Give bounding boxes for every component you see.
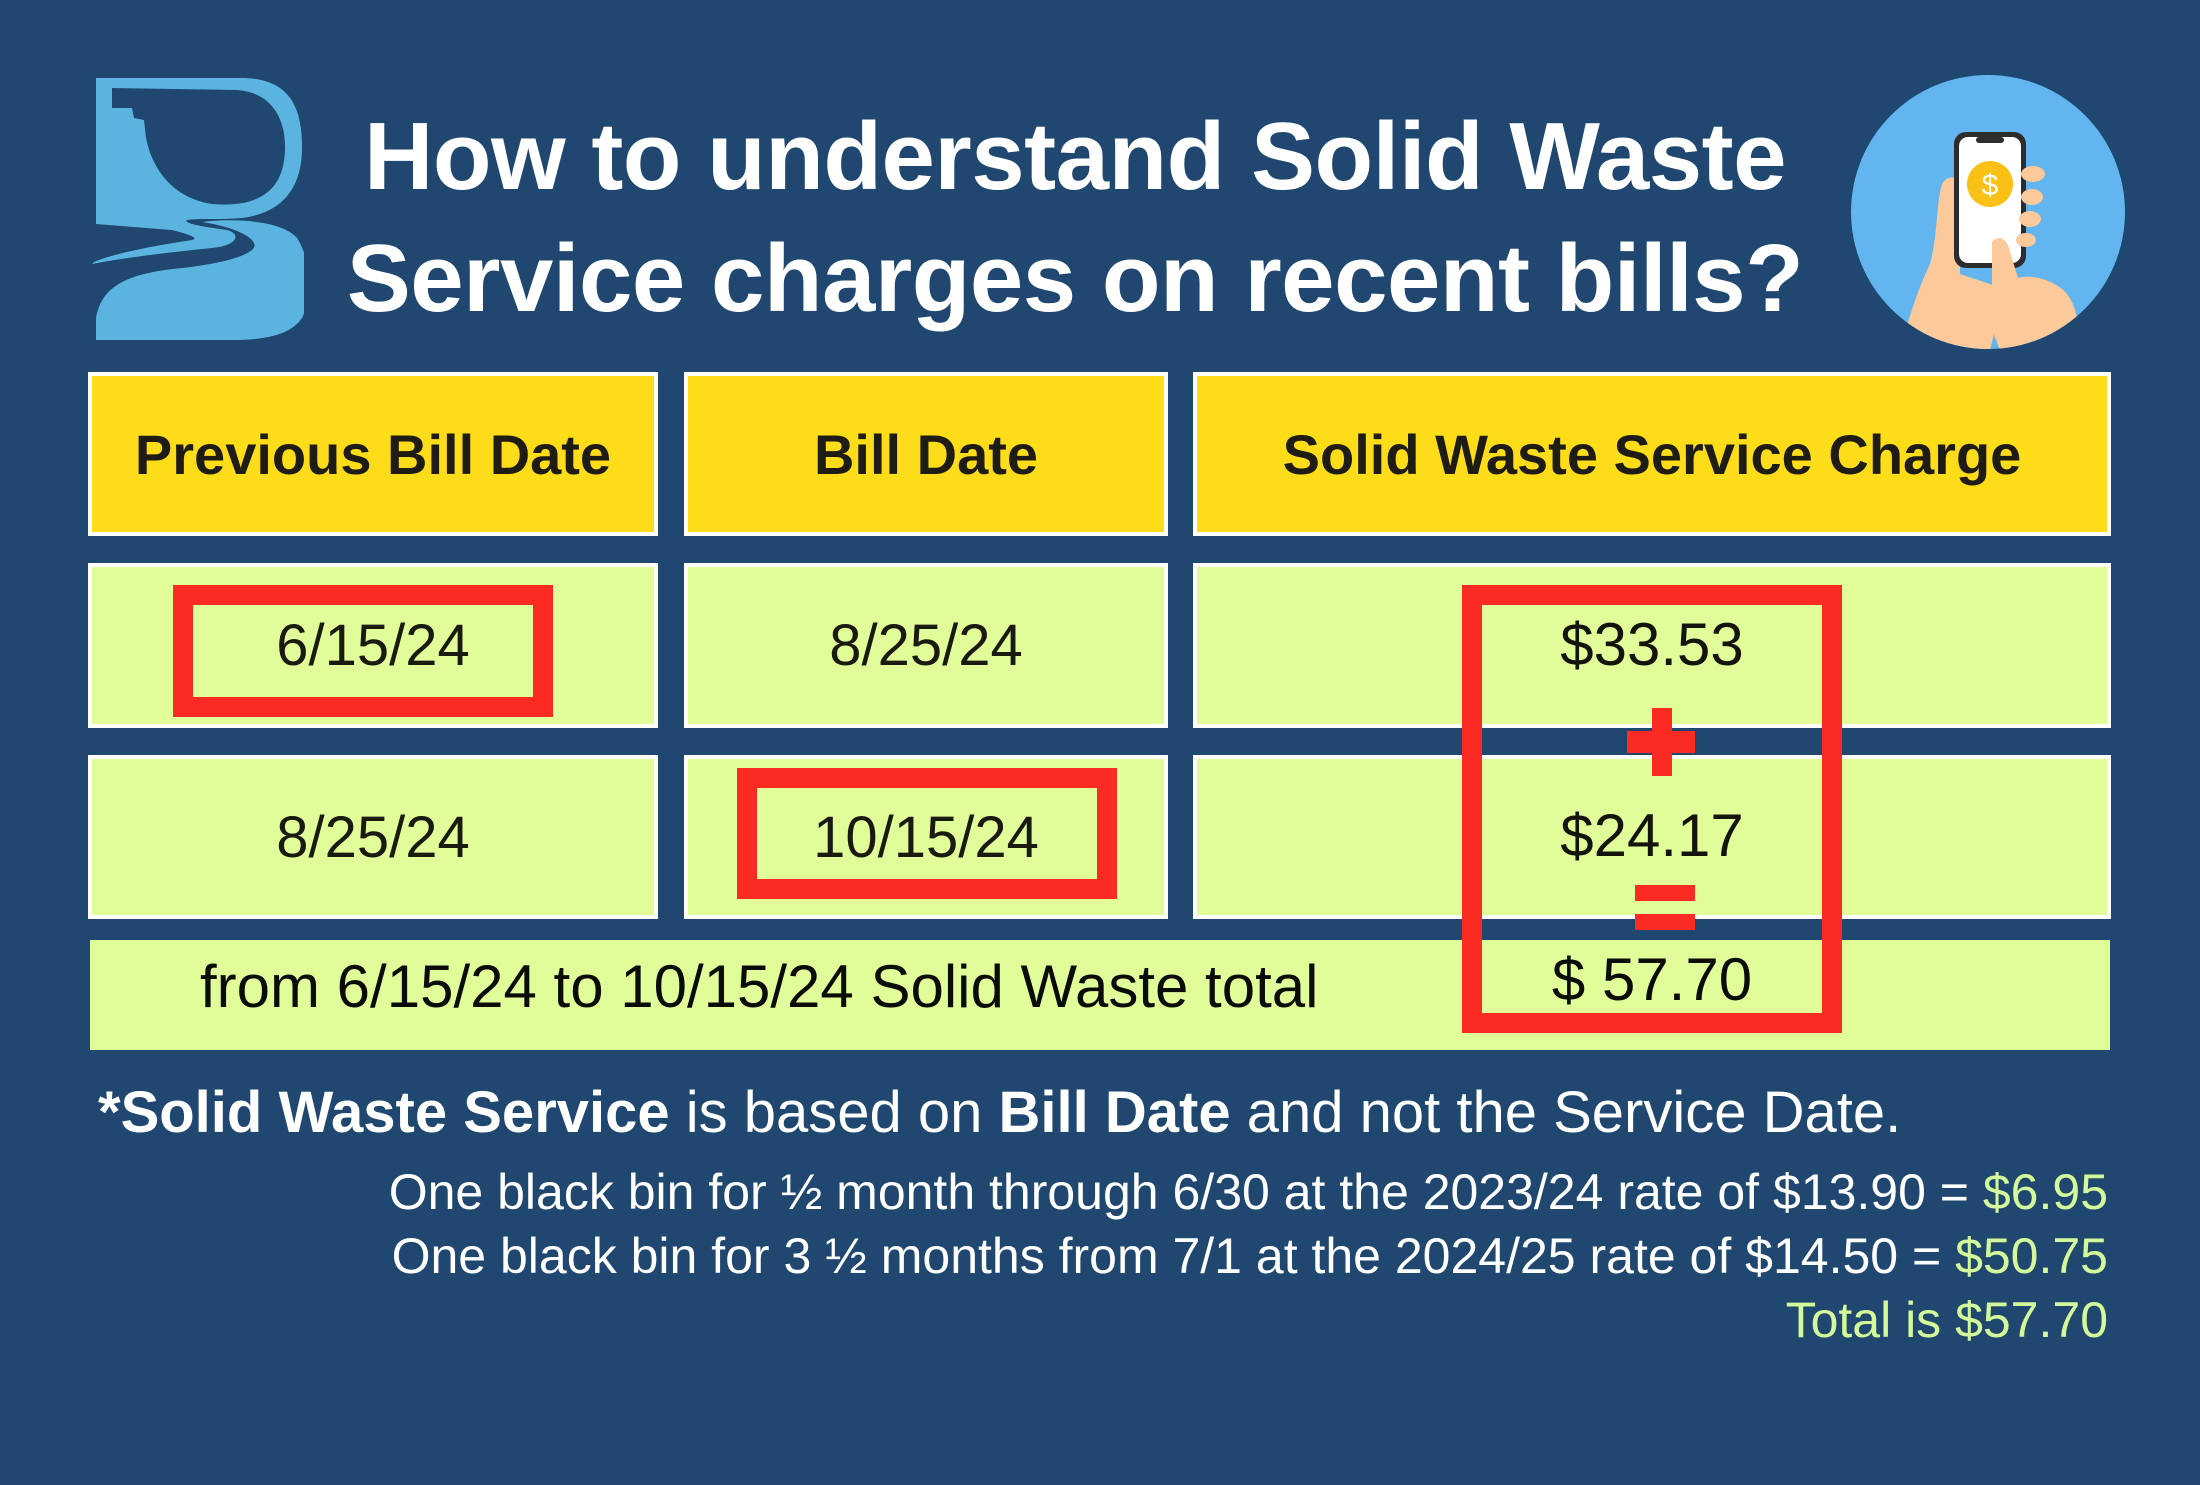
total-label: from 6/15/24 to 10/15/24 Solid Waste tot… <box>200 953 1319 1020</box>
note-suffix: and not the Service Date. <box>1230 1080 1902 1145</box>
row1-charge: $33.53 <box>1560 611 1744 678</box>
calc-total: Total is $57.70 <box>108 1290 2108 1350</box>
header-previous-bill-date: Previous Bill Date <box>88 372 658 536</box>
header-bill-date: Bill Date <box>684 372 1168 536</box>
highlight-previous-bill-date <box>173 585 553 717</box>
river-b-logo-icon <box>92 78 304 340</box>
note-bold-solid-waste: *Solid Waste Service <box>98 1080 670 1145</box>
title-line-1: How to understand Solid Waste <box>364 103 1786 210</box>
total-value: $ 57.70 <box>1551 946 1753 1013</box>
highlight-bill-date <box>737 768 1117 899</box>
calc-line-2: One black bin for 3 ½ months from 7/1 at… <box>108 1226 2108 1286</box>
calc-line-2-text: One black bin for 3 ½ months from 7/1 at… <box>391 1228 1956 1284</box>
hand-phone-dollar-icon: $ <box>1851 75 2125 349</box>
footnote: *Solid Waste Service is based on Bill Da… <box>98 1078 1901 1148</box>
equals-icon-bar <box>1635 914 1695 930</box>
calc-line-1-text: One black bin for ½ month through 6/30 a… <box>388 1164 1983 1220</box>
svg-text:$: $ <box>1982 169 1999 202</box>
plus-icon-bar <box>1627 731 1695 753</box>
calc-line-1-amount: $6.95 <box>1982 1164 2108 1220</box>
page-title: How to understand Solid Waste Service ch… <box>300 96 1850 340</box>
title-line-2: Service charges on recent bills? <box>346 225 1804 332</box>
calc-line-1: One black bin for ½ month through 6/30 a… <box>108 1162 2108 1222</box>
header-solid-waste-charge: Solid Waste Service Charge <box>1193 372 2111 536</box>
equals-icon <box>1635 885 1695 901</box>
row1-bill-date: 8/25/24 <box>684 563 1168 728</box>
note-bold-bill-date: Bill Date <box>998 1080 1231 1145</box>
calc-line-2-amount: $50.75 <box>1955 1228 2108 1284</box>
calc-total-amount: Total is $57.70 <box>1785 1292 2108 1348</box>
highlight-charges <box>1462 585 1842 1033</box>
note-middle: is based on <box>669 1080 999 1145</box>
row2-charge: $24.17 <box>1560 802 1744 869</box>
row2-previous-bill-date: 8/25/24 <box>88 755 658 919</box>
